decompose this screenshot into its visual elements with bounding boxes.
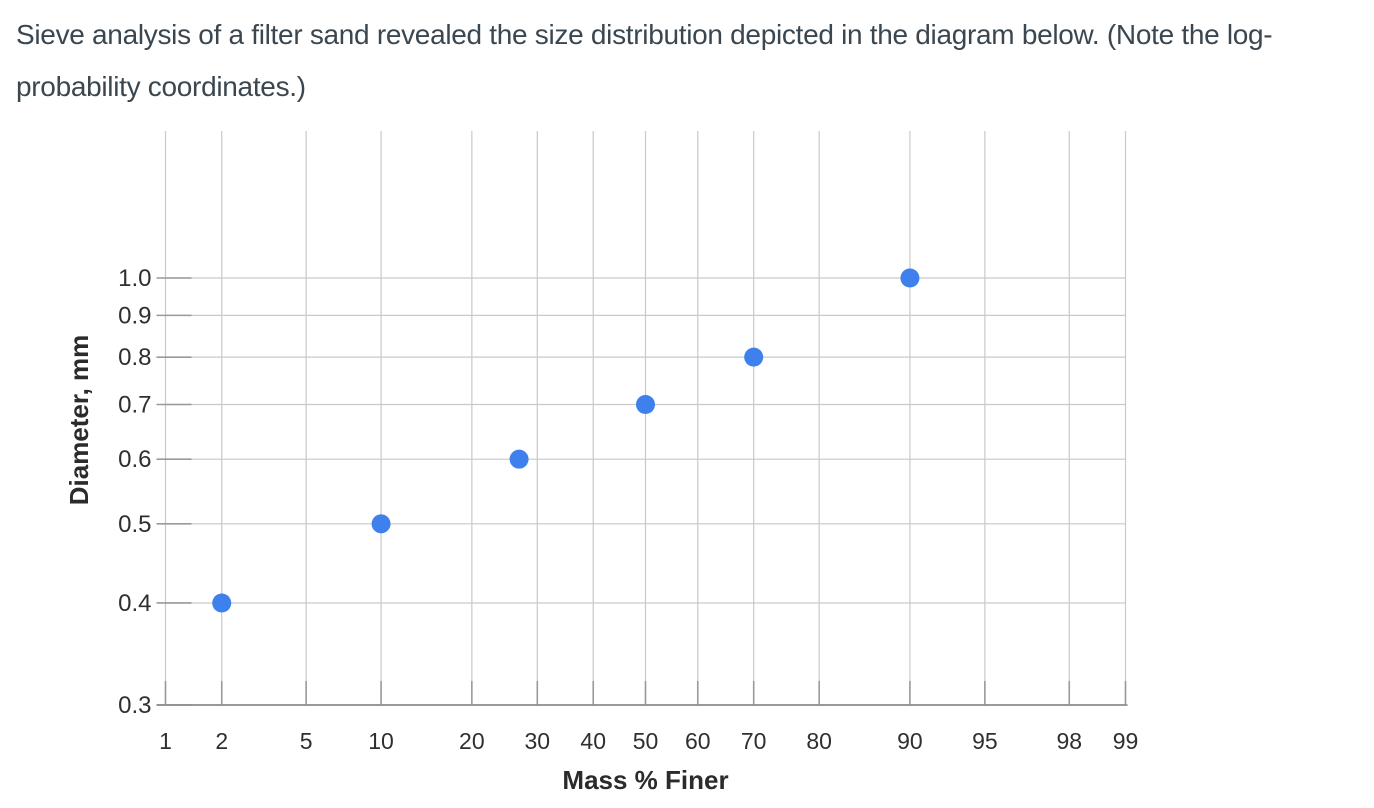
x-tick-label: 70: [741, 728, 767, 754]
problem-statement: Sieve analysis of a filter sand revealed…: [16, 19, 1273, 102]
data-points: [212, 268, 920, 613]
x-tick-label: 1: [159, 728, 172, 754]
x-tick-label: 80: [806, 728, 832, 754]
data-point: [744, 347, 764, 367]
y-tick-label: 0.9: [118, 302, 151, 329]
data-point: [212, 593, 232, 613]
x-tick-label: 5: [300, 728, 313, 754]
tick-marks: [156, 277, 1127, 706]
x-tick-label: 20: [459, 728, 485, 754]
data-point: [371, 514, 391, 534]
gridlines: [164, 131, 1127, 706]
x-axis-label: Mass % Finer: [562, 765, 728, 795]
y-axis-label: Diameter, mm: [64, 335, 94, 506]
x-tick-label: 10: [368, 728, 394, 754]
x-tick-label: 50: [633, 728, 659, 754]
x-tick-label: 99: [1113, 728, 1139, 754]
x-tick-label: 98: [1056, 728, 1082, 754]
x-tick-label: 2: [215, 728, 228, 754]
y-tick-label: 0.6: [118, 446, 151, 473]
x-tick-label: 90: [897, 728, 923, 754]
x-tick-label: 95: [972, 728, 998, 754]
tick-labels: 1 2 5 10 20 30 40 50 60 70 80 90 95 98 99 1.0 0.9 0.8 0.7 0…: [118, 265, 1138, 754]
data-point: [636, 394, 655, 414]
x-tick-label: 60: [685, 728, 711, 754]
y-tick-label: 1.0: [118, 265, 151, 292]
x-tick-label: 40: [580, 728, 606, 754]
data-point: [900, 268, 920, 288]
x-tick-label: 30: [525, 728, 551, 754]
y-tick-label: 0.3: [118, 692, 151, 719]
y-tick-label: 0.5: [118, 511, 151, 538]
y-tick-label: 0.8: [118, 344, 151, 371]
y-tick-label: 0.7: [118, 391, 151, 418]
data-point: [509, 449, 529, 469]
y-tick-label: 0.4: [118, 590, 151, 617]
